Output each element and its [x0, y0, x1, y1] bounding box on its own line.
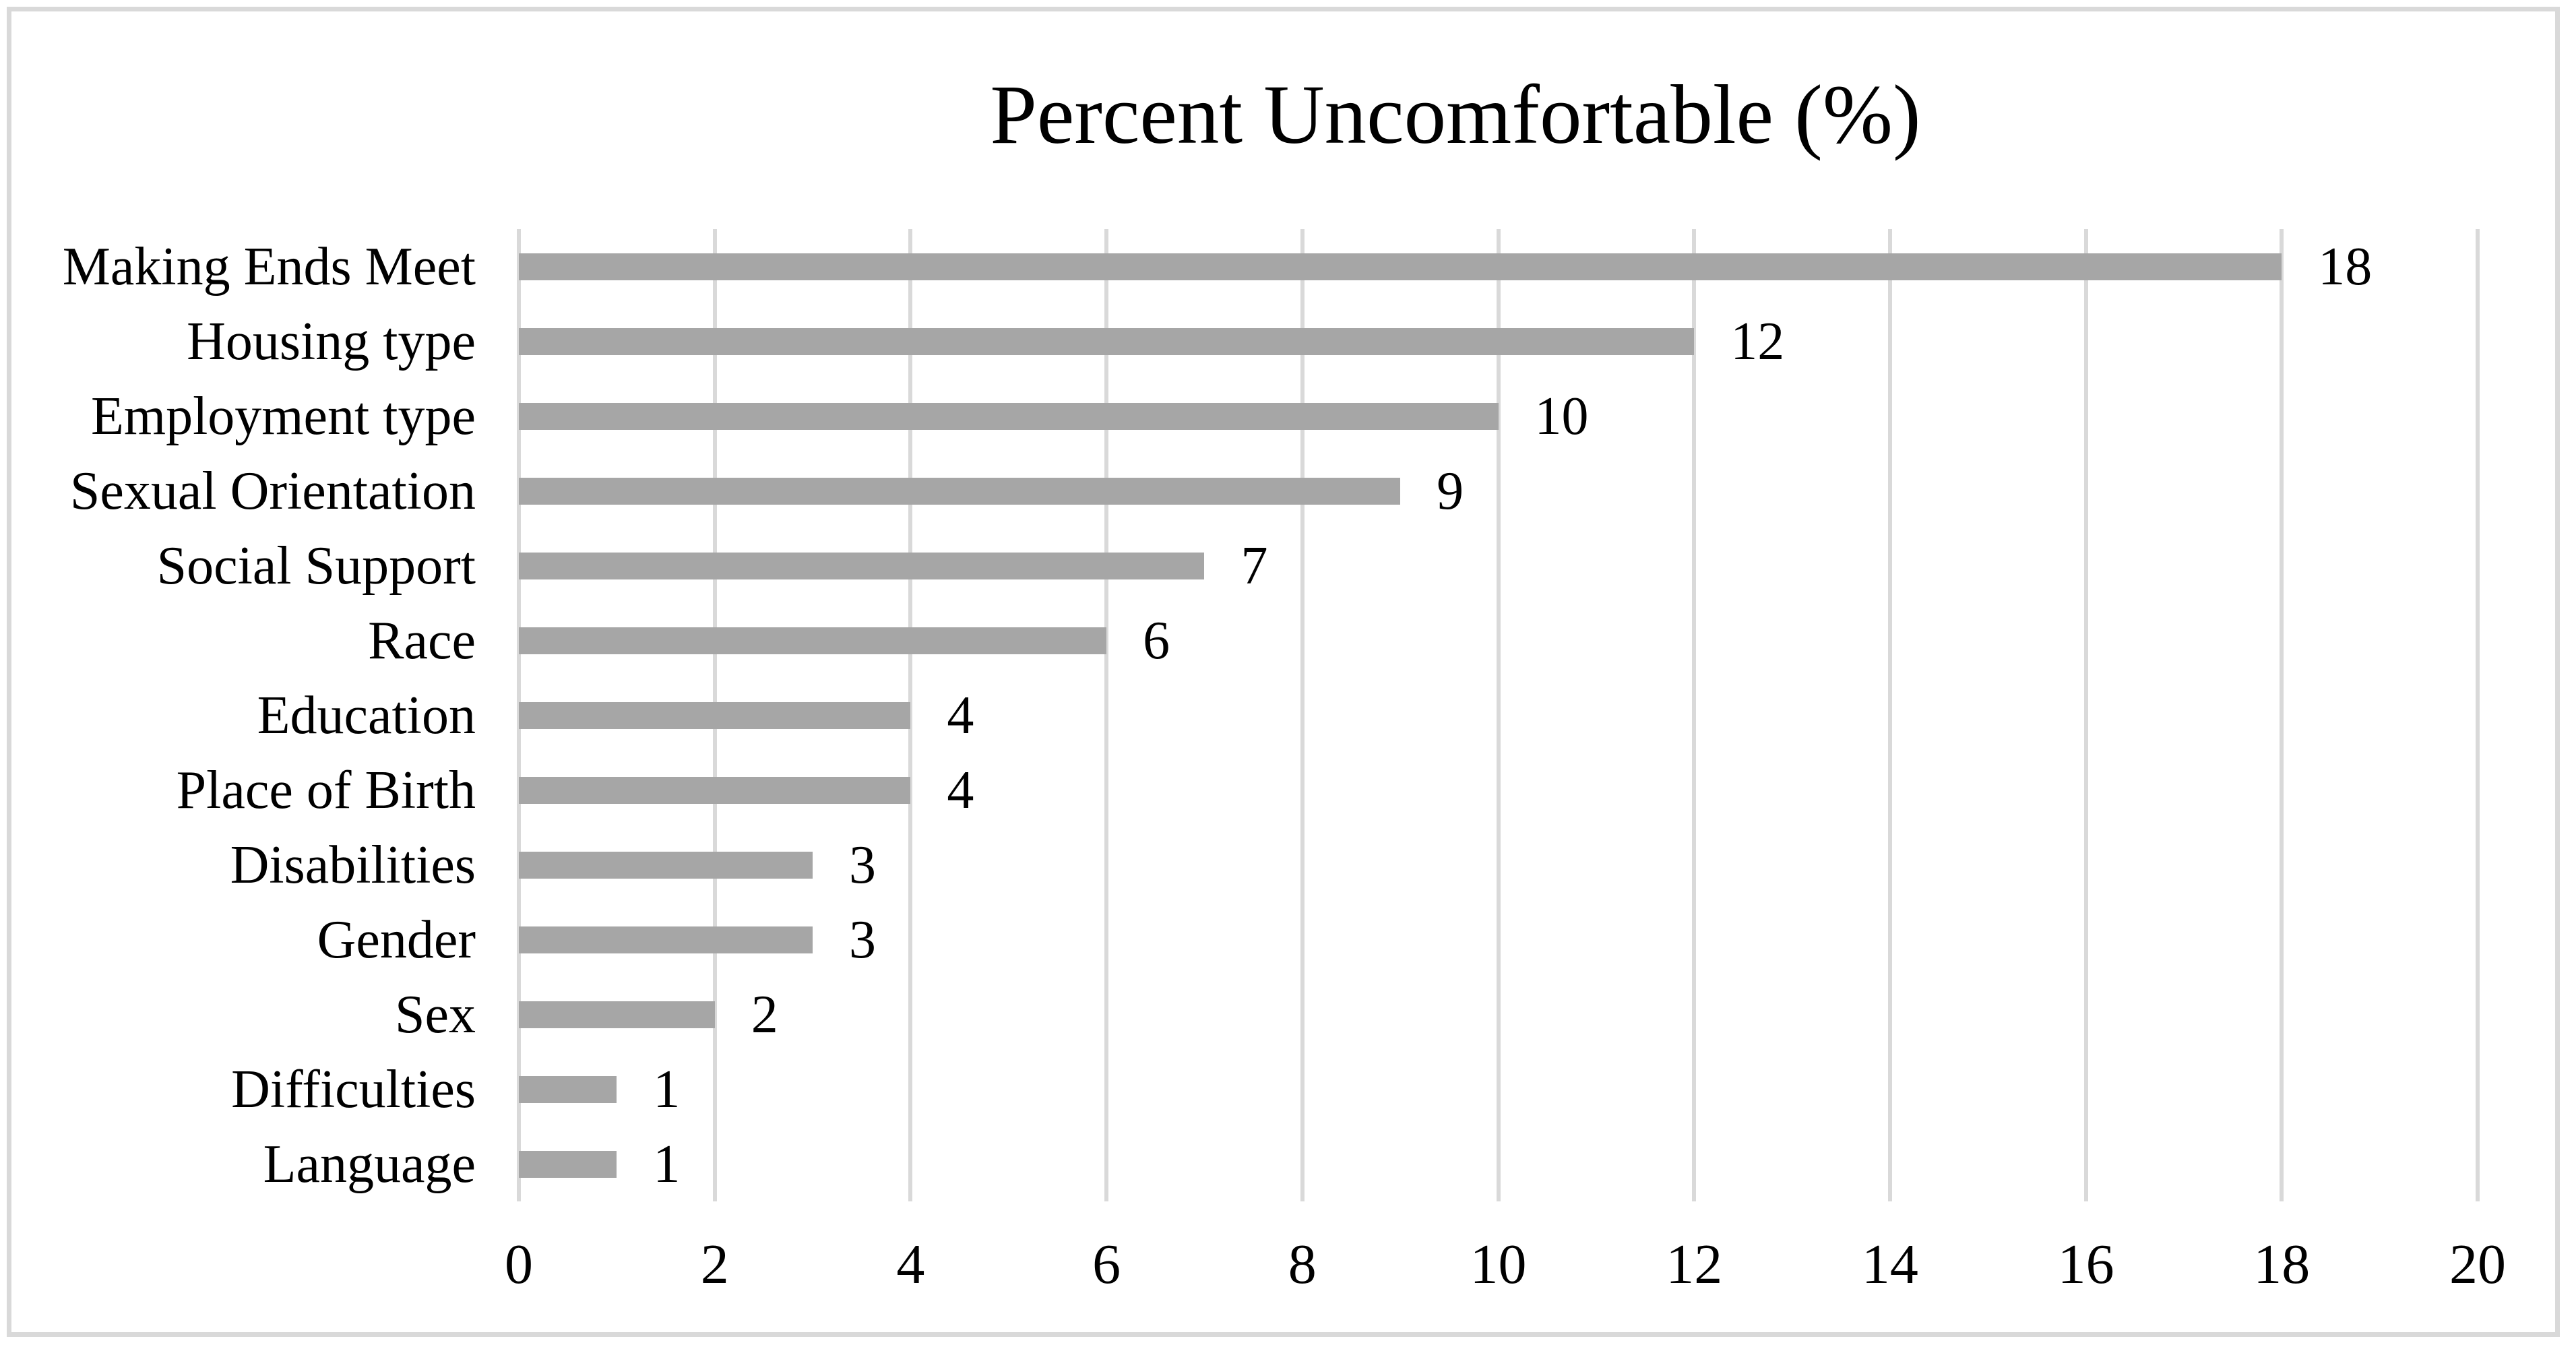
- x-axis-tick-label: 16: [2057, 1233, 2114, 1296]
- x-axis-tick-label: 6: [1092, 1233, 1121, 1296]
- gridline: [1300, 229, 1305, 1201]
- bar: [519, 851, 813, 879]
- value-label: 4: [947, 760, 974, 820]
- x-axis-tick-label: 2: [700, 1233, 729, 1296]
- category-label: Disabilities: [230, 835, 476, 895]
- category-label: Language: [263, 1134, 476, 1194]
- x-axis-tick-label: 10: [1470, 1233, 1527, 1296]
- category-label: Difficulties: [231, 1059, 476, 1119]
- gridline: [2280, 229, 2284, 1201]
- value-label: 12: [1730, 311, 1785, 371]
- category-label: Housing type: [187, 311, 476, 371]
- value-label: 1: [653, 1059, 681, 1119]
- x-axis-tick-label: 20: [2449, 1233, 2506, 1296]
- gridline: [2083, 229, 2088, 1201]
- value-label: 1: [653, 1134, 681, 1194]
- bar: [519, 253, 2282, 280]
- bar: [519, 477, 1401, 505]
- value-label: 7: [1240, 536, 1268, 596]
- gridline: [1887, 229, 1892, 1201]
- bar: [519, 1075, 617, 1103]
- value-label: 3: [849, 835, 877, 895]
- x-axis-tick-label: 14: [1861, 1233, 1918, 1296]
- x-axis-tick-label: 0: [505, 1233, 533, 1296]
- gridline: [2476, 229, 2480, 1201]
- category-label: Employment type: [90, 386, 476, 446]
- value-label: 18: [2318, 237, 2373, 296]
- x-axis-tick-label: 4: [896, 1233, 925, 1296]
- gridline: [1692, 229, 1697, 1201]
- bar: [519, 776, 911, 804]
- bar: [519, 552, 1205, 579]
- category-label: Place of Birth: [176, 760, 476, 820]
- bar: [519, 402, 1499, 430]
- chart-frame-border: [7, 7, 2560, 1337]
- gridline: [1496, 229, 1501, 1201]
- bar: [519, 1001, 715, 1028]
- value-label: 4: [947, 685, 974, 745]
- gridline: [1104, 229, 1109, 1201]
- value-label: 10: [1534, 386, 1589, 446]
- value-label: 6: [1143, 610, 1170, 670]
- bar: [519, 701, 911, 729]
- category-label: Social Support: [156, 536, 476, 596]
- category-label: Education: [257, 685, 476, 745]
- x-axis-tick-label: 18: [2253, 1233, 2311, 1296]
- value-label: 3: [849, 910, 877, 970]
- chart-title: Percent Uncomfortable (%): [990, 69, 1921, 162]
- x-axis-tick-label: 12: [1666, 1233, 1723, 1296]
- value-label: 9: [1437, 461, 1464, 521]
- bar: [519, 1150, 617, 1178]
- category-label: Gender: [317, 910, 476, 970]
- category-label: Race: [368, 610, 476, 670]
- bar: [519, 327, 1695, 355]
- category-label: Making Ends Meet: [62, 237, 476, 296]
- category-label: Sex: [395, 984, 476, 1044]
- value-label: 2: [751, 984, 778, 1044]
- bar: [519, 627, 1107, 654]
- category-label: Sexual Orientation: [69, 461, 476, 521]
- x-axis-tick-label: 8: [1288, 1233, 1317, 1296]
- gridline: [908, 229, 913, 1201]
- bar: [519, 926, 813, 953]
